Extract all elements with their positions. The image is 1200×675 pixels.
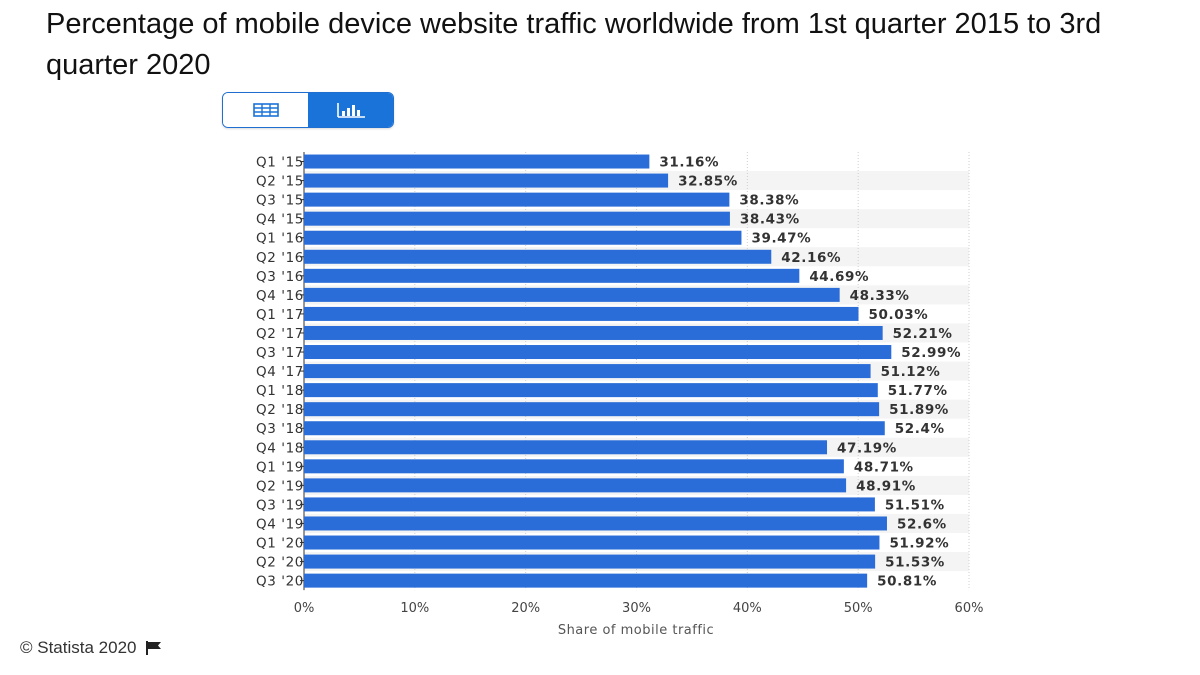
copyright-text: © Statista 2020	[20, 638, 137, 657]
footer: © Statista 2020	[20, 638, 163, 658]
x-tick-label: 30%	[622, 601, 651, 616]
bar[interactable]	[304, 573, 868, 588]
category-label: Q2 '20	[256, 555, 304, 571]
x-tick-label: 20%	[511, 601, 540, 616]
data-label: 44.69%	[809, 269, 869, 285]
category-label: Q4 '16	[256, 288, 304, 304]
bar[interactable]	[304, 345, 892, 360]
bar[interactable]	[304, 440, 828, 455]
bar[interactable]	[304, 173, 669, 188]
data-label: 51.12%	[881, 364, 941, 380]
x-tick-label: 50%	[844, 601, 873, 616]
view-toggle	[222, 92, 394, 128]
bar[interactable]	[304, 497, 875, 512]
data-label: 52.6%	[897, 516, 947, 532]
bar[interactable]	[304, 383, 878, 398]
data-label: 52.4%	[895, 421, 945, 437]
category-label: Q3 '15	[256, 193, 304, 209]
category-label: Q1 '18	[256, 383, 304, 399]
x-tick-label: 0%	[294, 601, 315, 616]
bar-chart-icon	[336, 103, 365, 118]
bar[interactable]	[304, 478, 847, 493]
bar[interactable]	[304, 154, 650, 169]
bar[interactable]	[304, 249, 772, 264]
bar[interactable]	[304, 516, 887, 531]
data-label: 32.85%	[678, 174, 738, 190]
x-tick-label: 10%	[400, 601, 429, 616]
category-label: Q1 '17	[256, 307, 304, 323]
bar[interactable]	[304, 268, 800, 283]
x-tick-label: 40%	[733, 601, 762, 616]
bars	[304, 154, 892, 588]
x-tick-labels: 0% 10% 20% 30% 40% 50% 60%	[294, 601, 984, 616]
table-icon	[252, 103, 279, 117]
category-label: Q2 '19	[256, 478, 304, 494]
category-label: Q4 '15	[256, 212, 304, 228]
data-label: 48.33%	[850, 288, 910, 304]
x-axis-label: Share of mobile traffic	[558, 623, 714, 638]
chart-title: Percentage of mobile device website traf…	[46, 8, 1102, 81]
category-label: Q1 '19	[256, 459, 304, 475]
data-label: 42.16%	[781, 250, 841, 266]
bar[interactable]	[304, 459, 844, 474]
category-label: Q2 '17	[256, 326, 304, 342]
data-label: 52.99%	[901, 345, 961, 361]
table-view-button[interactable]	[223, 93, 308, 127]
data-label: 38.43%	[740, 212, 800, 228]
bar[interactable]	[304, 230, 742, 245]
data-label: 51.51%	[885, 497, 945, 513]
data-label: 51.53%	[885, 555, 945, 571]
category-label: Q3 '17	[256, 345, 304, 361]
category-label: Q3 '16	[256, 269, 304, 285]
category-label: Q3 '18	[256, 421, 304, 437]
category-label: Q3 '20	[256, 574, 304, 590]
data-label: 48.71%	[854, 459, 914, 475]
category-label: Q2 '15	[256, 174, 304, 190]
category-label: Q2 '16	[256, 250, 304, 266]
data-label: 31.16%	[659, 155, 719, 171]
data-label: 51.89%	[889, 402, 949, 418]
bar[interactable]	[304, 535, 880, 550]
data-label: 47.19%	[837, 440, 897, 456]
category-label: Q1 '16	[256, 231, 304, 247]
bar[interactable]	[304, 421, 885, 436]
bar[interactable]	[304, 211, 730, 226]
data-label: 50.03%	[868, 307, 928, 323]
category-label: Q1 '20	[256, 536, 304, 552]
data-label: 39.47%	[751, 231, 811, 247]
bar[interactable]	[304, 364, 871, 379]
data-labels: 31.16% 32.85%38.38% 38.43% 39.47% 42.16% 44.6…	[659, 155, 961, 590]
bar[interactable]	[304, 306, 859, 321]
data-label: 48.91%	[856, 478, 916, 494]
flag-icon[interactable]	[145, 640, 163, 656]
data-label: 50.81%	[877, 574, 937, 590]
data-label: 52.21%	[893, 326, 953, 342]
category-label: Q3 '19	[256, 497, 304, 513]
category-label: Q4 '17	[256, 364, 304, 380]
data-label: 51.92%	[889, 536, 949, 552]
x-tick-label: 60%	[955, 601, 984, 616]
bar[interactable]	[304, 554, 876, 569]
bar[interactable]	[304, 287, 840, 302]
data-label: 51.77%	[888, 383, 948, 399]
category-label: Q2 '18	[256, 402, 304, 418]
category-label: Q4 '19	[256, 516, 304, 532]
bar[interactable]	[304, 402, 880, 417]
bar[interactable]	[304, 325, 883, 340]
category-label: Q1 '15	[256, 155, 304, 171]
category-labels: Q1 '15 Q2 '15 Q3 '15 Q4 '15 Q1 '16 Q2 '16 Q3 '…	[256, 155, 304, 590]
bar[interactable]	[304, 192, 730, 207]
data-label: 38.38%	[739, 193, 799, 209]
category-label: Q4 '18	[256, 440, 304, 456]
chart-view-button[interactable]	[308, 93, 393, 127]
